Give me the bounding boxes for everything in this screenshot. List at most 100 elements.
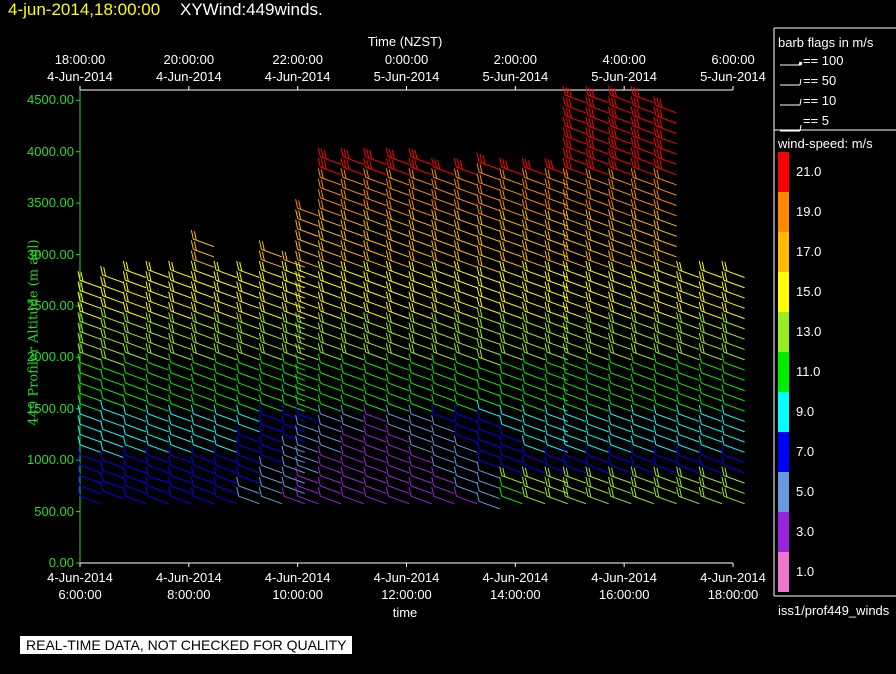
barb-flag [298,292,302,303]
barb-shaft [283,485,305,494]
barb-flag [236,343,240,353]
wind-barb [258,353,283,371]
barb-flag [168,301,172,312]
barb-shaft [655,259,677,268]
wind-barb [585,394,609,412]
wind-barb [431,476,455,494]
barb-shaft [410,392,432,402]
barb-flag [453,404,457,415]
colorbar-label: 3.0 [796,524,815,539]
barb-flag [476,471,480,481]
barb-shaft [610,187,632,196]
barb-flag [588,87,592,97]
barb-flag [547,220,551,231]
barb-flag [476,358,480,368]
barb-flag [585,466,589,476]
barb-flag [295,363,299,373]
barb-shaft [410,331,432,340]
barb-shaft [524,351,546,361]
barb-shaft [633,320,655,330]
barb-shaft [261,372,283,381]
barb-shaft [388,392,410,402]
barb-flag [476,194,480,204]
wind-barb [585,199,609,217]
wind-barb [168,466,192,484]
barb-flag [408,363,412,373]
wind-barb [385,219,410,237]
barb-shaft [433,310,455,320]
barb-flag [261,333,265,344]
barb-flag [562,384,566,394]
barb-flag [125,282,129,292]
wind-barb [562,343,587,361]
wind-barb [499,188,523,206]
barb-flag [236,271,240,281]
barb-flag [168,291,172,301]
barb-flag [588,272,592,282]
barb-shaft [701,485,723,494]
barb-shaft [723,485,745,494]
barb-flag [320,189,324,200]
barb-flag [317,168,321,178]
barb-flag [479,153,483,164]
wind-barb [608,158,632,176]
barb-shaft [297,310,319,320]
barb-flag [103,297,107,308]
wind-barb [77,487,101,505]
barb-flag [261,344,265,354]
wind-barb [476,307,500,325]
wind-barb [258,301,283,320]
wind-barb [317,394,342,412]
barb-shaft [297,269,319,278]
barb-flag [340,229,344,240]
barb-flag [608,312,612,322]
wind-barb [213,394,237,412]
barb-flag [103,267,107,277]
barb-flag [122,404,126,415]
wind-speed-legend-title: wind-speed: m/s [778,136,873,151]
barb-flag [122,487,126,497]
barb-shaft [610,351,632,361]
barb-flag [456,220,460,231]
barb-shaft [410,341,432,350]
wind-barb [585,312,609,330]
barb-shaft [102,408,124,417]
top-tick-label: 18:00:00 4-Jun-2014 [47,52,113,84]
barb-shaft [261,331,283,340]
wind-barb [236,363,260,381]
barb-shaft [238,341,260,350]
barb-shaft [238,320,260,330]
barb-flag [547,210,551,220]
barb-flag [499,332,503,343]
wind-barb [585,86,609,104]
barb-shaft [701,495,723,505]
barb-shaft [524,238,546,248]
wind-barb [676,281,700,299]
barb-shaft [501,248,523,258]
barb-flag [476,317,480,327]
barb-shaft [587,475,609,484]
barb-shaft [610,115,632,124]
barb-flag [190,425,194,435]
barb-shaft [478,449,500,458]
barb-shaft [524,228,546,237]
barb-flag [408,240,412,250]
barb-flag [611,220,615,231]
barb-flag [122,456,126,466]
barb-flag [585,445,589,456]
barb-flag [499,199,503,209]
barb-shaft [633,464,655,474]
barb-flag [724,488,728,498]
barb-flag [585,332,589,343]
barb-flag [431,476,435,486]
barb-flag [588,333,592,344]
barb-flag [77,281,81,291]
barb-shaft [678,423,700,433]
barb-flag [521,271,525,281]
barb-flag [565,344,569,354]
barb-shaft [170,320,192,330]
wind-barb [630,394,655,412]
wind-barb [385,363,410,381]
barb-flag [145,373,149,384]
wind-barb [77,476,101,494]
